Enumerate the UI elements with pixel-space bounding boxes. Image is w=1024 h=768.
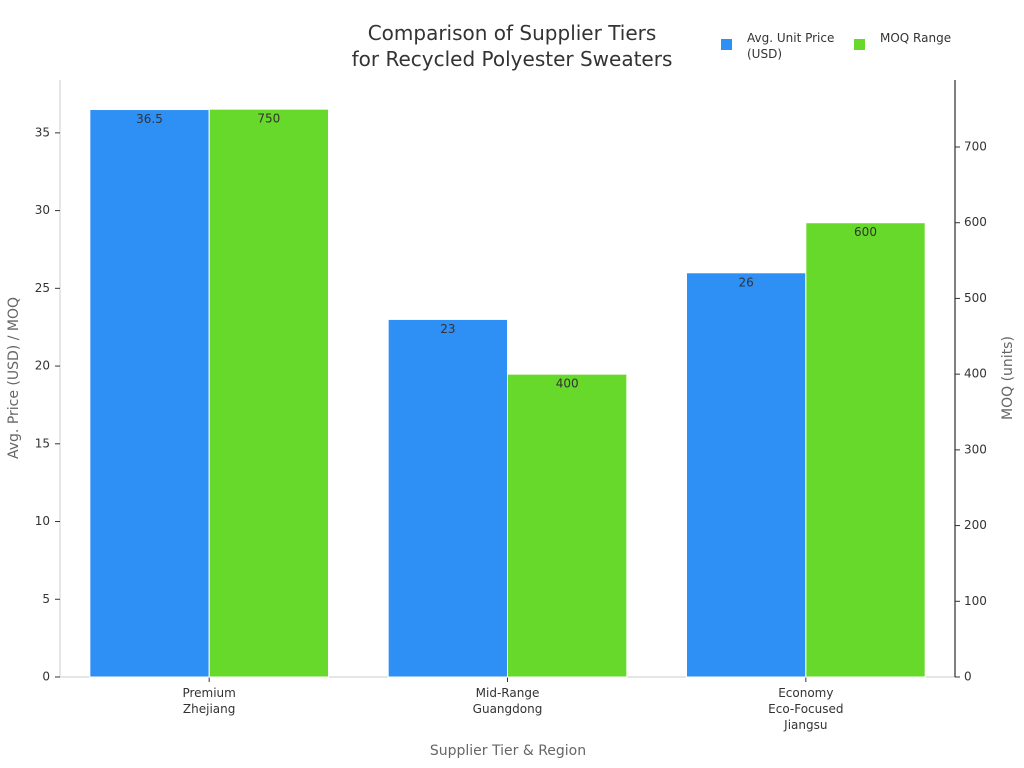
legend-swatch	[721, 39, 732, 50]
y2-tick-label: 400	[964, 367, 987, 381]
y2-tick-label: 300	[964, 442, 987, 456]
y2-tick-label: 600	[964, 215, 987, 229]
y2-tick-label: 100	[964, 594, 987, 608]
y2-tick-label: 500	[964, 291, 987, 305]
y-tick-label: 10	[35, 514, 50, 528]
x-tick-label: Economy Eco-Focused Jiangsu	[768, 686, 844, 732]
legend-label: MOQ Range	[880, 31, 952, 45]
data-label: 23	[440, 322, 455, 336]
bar	[89, 109, 210, 678]
x-tick-label: Premium Zhejiang	[182, 686, 236, 716]
y2-tick-label: 700	[964, 140, 987, 154]
y-tick-label: 20	[35, 359, 50, 373]
bar	[507, 373, 628, 678]
x-axis-title: Supplier Tier & Region	[430, 743, 586, 759]
y-tick-label: 5	[42, 592, 50, 606]
bar	[208, 108, 330, 678]
x-tick-label: Mid-Range Guangdong	[472, 686, 543, 716]
data-label: 26	[739, 275, 754, 289]
y2-tick-label: 200	[964, 518, 987, 532]
bar	[686, 272, 807, 678]
data-label: 600	[854, 225, 877, 239]
bar	[387, 318, 508, 678]
y2-axis-title: MOQ (units)	[1000, 336, 1016, 420]
data-label: 750	[257, 112, 280, 126]
y2-tick-label: 0	[964, 670, 972, 684]
y-tick-label: 0	[42, 670, 50, 684]
y-tick-label: 30	[35, 203, 50, 217]
bar	[805, 222, 926, 678]
y-tick-label: 15	[35, 436, 50, 450]
y-tick-label: 35	[35, 125, 50, 139]
y-tick-label: 25	[35, 281, 50, 295]
legend-swatch	[854, 39, 865, 50]
data-label: 36.5	[136, 112, 163, 126]
data-label: 400	[556, 377, 579, 391]
y-axis-title: Avg. Price (USD) / MOQ	[6, 297, 22, 459]
legend-label: Avg. Unit Price (USD)	[747, 31, 835, 61]
chart-title: Comparison of Supplier Tiers for Recycle…	[351, 21, 673, 71]
